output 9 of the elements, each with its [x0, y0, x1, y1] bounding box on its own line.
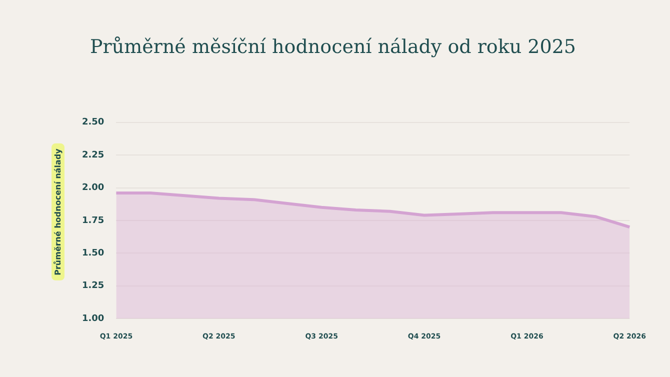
y-tick-label: 2.50: [82, 118, 104, 128]
chart-title: Průměrné měsíční hodnocení nálady od roku 2025: [90, 36, 576, 58]
y-tick-label: 1.75: [82, 216, 104, 226]
y-axis-title: Průměrné hodnocení nálady: [52, 144, 64, 280]
y-tick-label: 2.25: [82, 150, 104, 160]
y-tick-label: 2.00: [82, 183, 104, 194]
y-tick-label: 1.50: [82, 248, 104, 259]
y-tick-label: 1.25: [82, 281, 104, 292]
y-tick-label: 1.00: [82, 314, 104, 324]
